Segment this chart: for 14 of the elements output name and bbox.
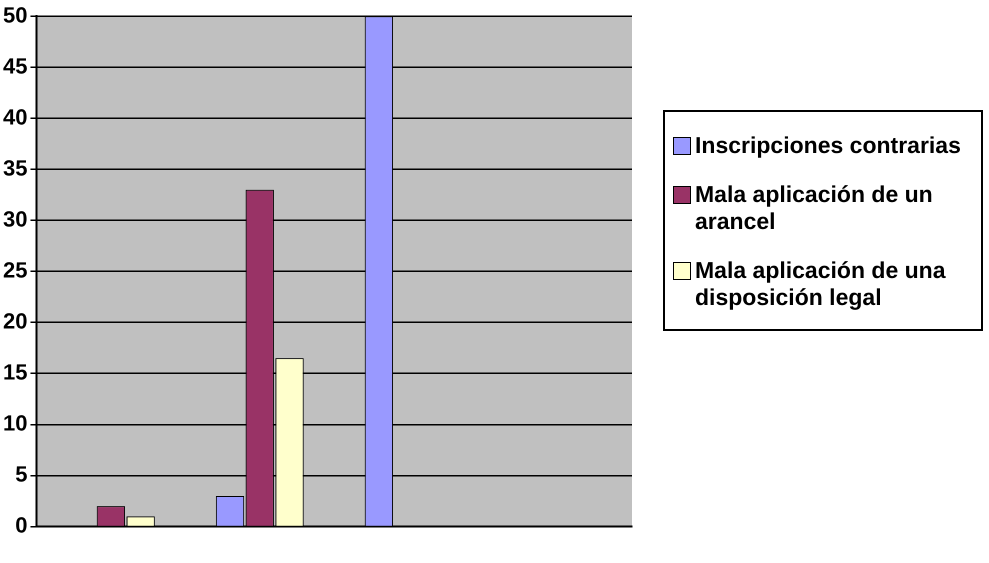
y-tick-label: 20 xyxy=(2,308,28,334)
y-tick-label: 5 xyxy=(15,462,28,487)
legend-label: Mala aplicación de una disposición legal xyxy=(695,257,947,311)
y-tick-label: 10 xyxy=(2,410,28,436)
y-tick-label: 0 xyxy=(15,512,28,538)
y-tick-label: 40 xyxy=(2,104,28,130)
legend-label: Inscripciones contrarias xyxy=(695,132,961,159)
y-tick-label: 35 xyxy=(2,155,28,180)
y-tick-label: 45 xyxy=(2,53,28,78)
y-tick-label: 50 xyxy=(2,2,28,28)
y-tick-label: 15 xyxy=(2,360,28,385)
y-tick-label: 25 xyxy=(2,257,28,282)
y-tick-label: 30 xyxy=(2,206,28,232)
legend-label: Mala aplicación de un arancel xyxy=(695,181,934,235)
